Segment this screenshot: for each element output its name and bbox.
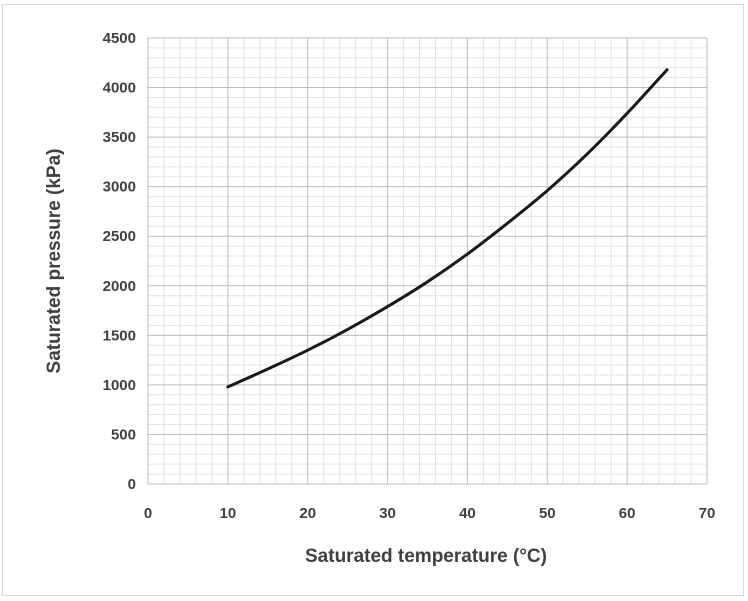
y-tick-label: 0: [128, 476, 136, 493]
y-tick-label: 3500: [103, 129, 136, 146]
x-tick-label: 40: [459, 505, 476, 522]
major-gridlines: [147, 37, 708, 485]
y-tick-label: 1000: [103, 377, 136, 394]
x-tick-labels: 0 10 20 30 40 50 60 70: [144, 505, 716, 522]
x-tick-label: 50: [539, 505, 556, 522]
y-tick-label: 500: [111, 426, 136, 443]
x-tick-label: 0: [144, 505, 152, 522]
x-tick-label: 20: [299, 505, 316, 522]
y-tick-label: 3000: [103, 179, 136, 196]
x-tick-label: 60: [619, 505, 636, 522]
y-tick-label: 1500: [103, 327, 136, 344]
chart-border: [2, 4, 744, 596]
series-line: [226, 68, 669, 389]
x-axis-title: Saturated temperature (°C): [305, 546, 547, 567]
y-tick-label: 4000: [103, 80, 136, 97]
y-tick-label: 4500: [103, 30, 136, 47]
y-axis-title: Saturated pressure (kPa): [44, 149, 65, 374]
x-tick-label: 10: [220, 505, 237, 522]
x-tick-label: 70: [699, 505, 716, 522]
x-tick-label: 30: [379, 505, 396, 522]
series-group: [226, 68, 669, 389]
y-tick-label: 2000: [103, 278, 136, 295]
minor-gridlines: [148, 38, 707, 484]
y-tick-label: 2500: [103, 228, 136, 245]
y-tick-labels: 0 500 1000 1500 2000 2500 3000 3500 4000 4500: [103, 30, 136, 493]
